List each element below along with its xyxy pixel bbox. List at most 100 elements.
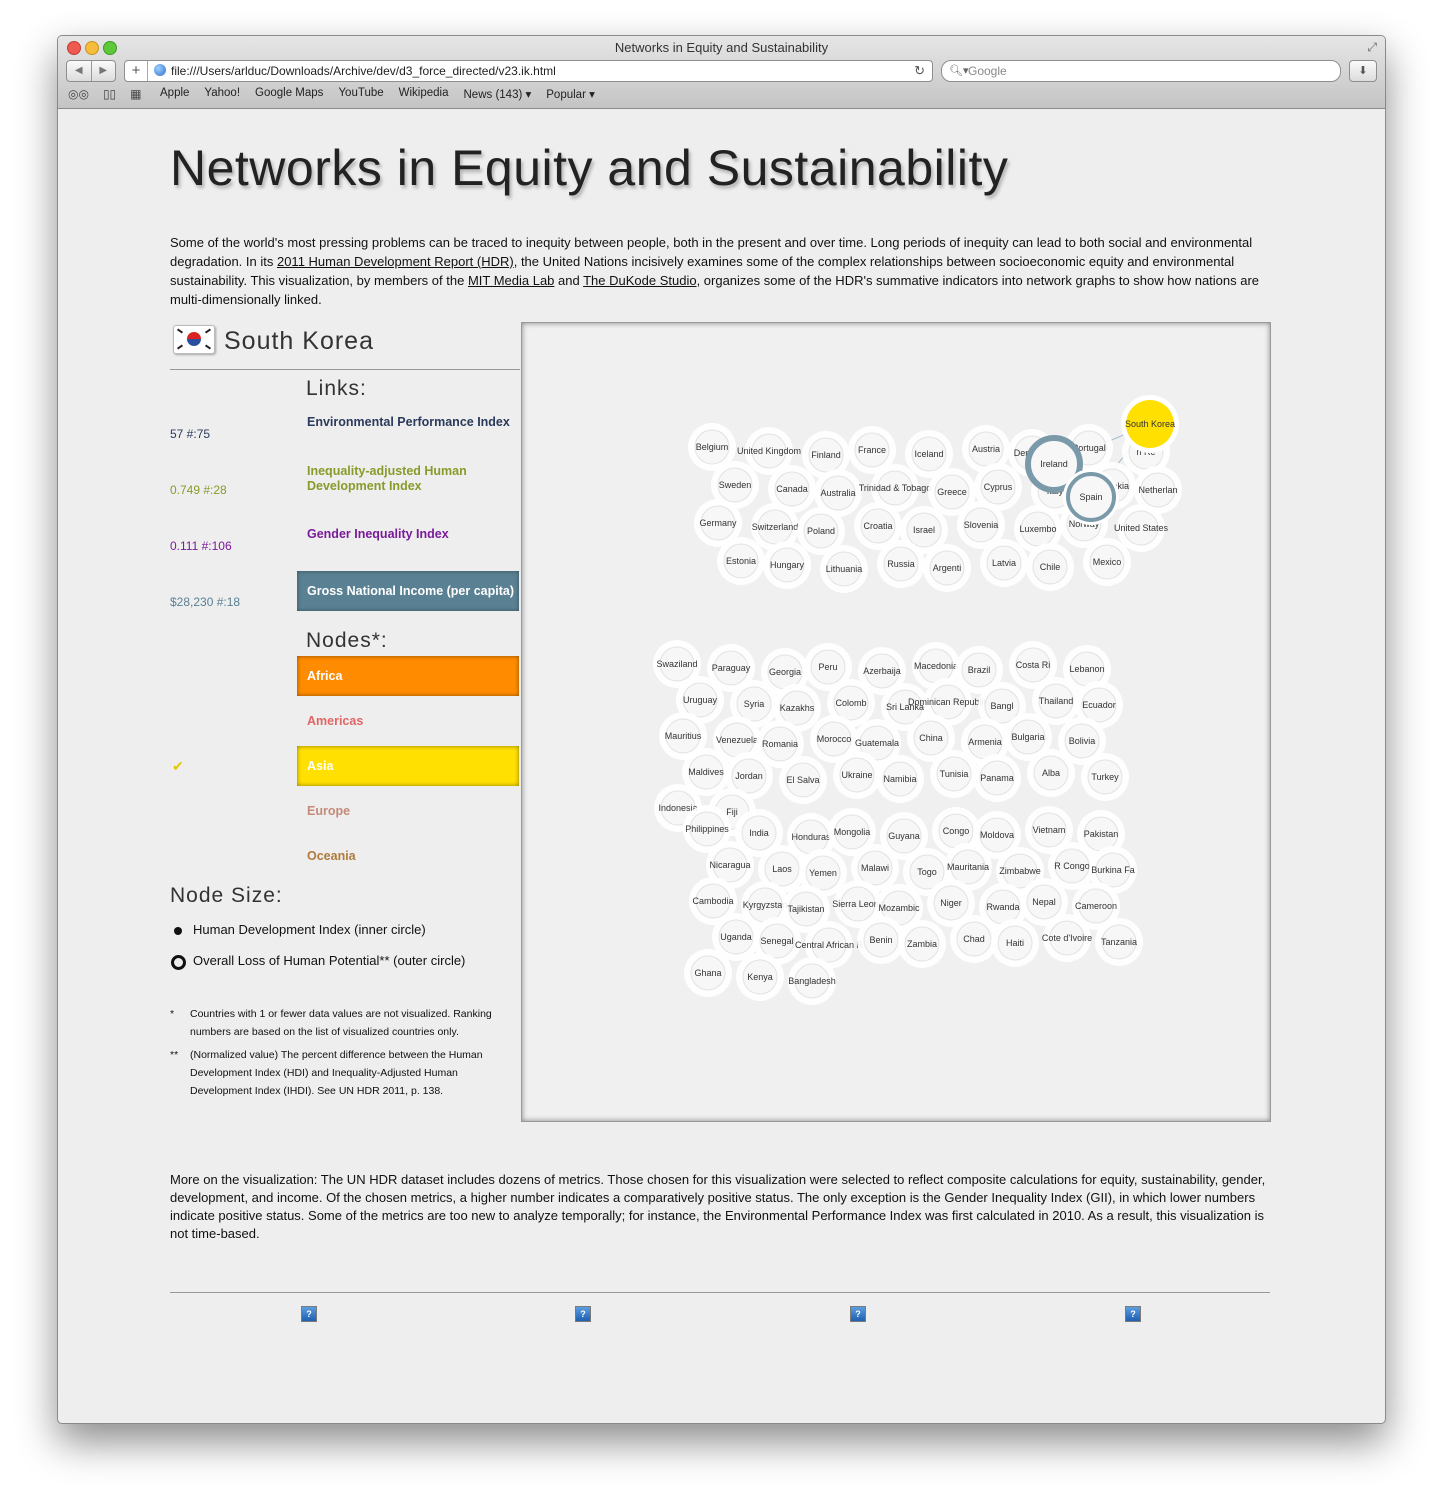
graph-node[interactable]	[834, 814, 870, 850]
graph-node[interactable]	[769, 547, 805, 583]
graph-node[interactable]	[690, 955, 726, 991]
graph-node[interactable]	[826, 551, 862, 587]
link-label-epi[interactable]: Environmental Performance Index	[307, 415, 510, 429]
dukode-studio-link[interactable]: The DuKode Studio	[583, 273, 697, 288]
reload-icon[interactable]: ↻	[914, 63, 925, 78]
graph-node[interactable]	[1032, 549, 1068, 585]
graph-node[interactable]	[1054, 848, 1090, 884]
bookmark-item[interactable]: Google Maps	[255, 87, 324, 99]
graph-node[interactable]	[883, 546, 919, 582]
graph-node[interactable]	[785, 762, 821, 798]
link-button-gni[interactable]: Gross National Income (per capita)	[297, 571, 519, 611]
graph-node[interactable]	[860, 508, 896, 544]
address-bar[interactable]: + file:///Users/arlduc/Downloads/Archive…	[124, 60, 933, 82]
graph-node[interactable]	[979, 760, 1015, 796]
graph-node[interactable]	[808, 437, 844, 473]
graph-node[interactable]	[1078, 888, 1114, 924]
graph-node[interactable]	[859, 725, 895, 761]
zoom-window-icon[interactable]	[103, 41, 117, 55]
hdr-report-link[interactable]: 2011 Human Development Report (HDR)	[276, 254, 514, 269]
forward-icon[interactable]: ▶	[90, 61, 116, 81]
close-window-icon[interactable]	[67, 41, 81, 55]
graph-node[interactable]	[1015, 647, 1051, 683]
graph-node[interactable]	[660, 790, 696, 826]
network-graph-svg[interactable]: Belgium United Kingdom Finland France Icelan…	[522, 323, 1270, 1121]
graph-node[interactable]	[757, 509, 793, 545]
graph-node[interactable]	[689, 811, 725, 847]
fullscreen-icon[interactable]: ⤢	[1367, 40, 1377, 54]
graph-node[interactable]	[934, 474, 970, 510]
graph-node[interactable]	[904, 926, 940, 962]
link-label-gii[interactable]: Gender Inequality Index	[307, 527, 449, 541]
graph-node[interactable]	[877, 470, 913, 506]
graph-node[interactable]	[840, 886, 876, 922]
graph-node[interactable]	[820, 475, 856, 511]
graph-node[interactable]	[717, 467, 753, 503]
graph-node[interactable]	[751, 433, 787, 469]
url-text[interactable]: file:///Users/arlduc/Downloads/Archive/d…	[171, 64, 556, 78]
graph-node[interactable]	[863, 922, 899, 958]
graph-node[interactable]	[742, 959, 778, 995]
graph-node[interactable]	[929, 550, 965, 586]
graph-node[interactable]	[839, 757, 875, 793]
graph-node[interactable]	[764, 851, 800, 887]
graph-node[interactable]	[854, 432, 890, 468]
graph-node[interactable]	[700, 505, 736, 541]
top-sites-grid-icon[interactable]: ▦	[130, 87, 142, 101]
graph-node[interactable]	[1049, 920, 1085, 956]
graph-node[interactable]	[1002, 853, 1038, 889]
link-label-ihdi[interactable]: Inequality-adjusted Human Development In…	[307, 464, 467, 493]
graph-node[interactable]	[688, 754, 724, 790]
graph-node[interactable]	[1010, 719, 1046, 755]
bookmark-item[interactable]: YouTube	[338, 87, 384, 99]
graph-node[interactable]	[731, 758, 767, 794]
graph-node[interactable]	[936, 756, 972, 792]
downloads-icon[interactable]: ⬇	[1349, 60, 1377, 82]
graph-node[interactable]	[1101, 924, 1137, 960]
graph-node[interactable]	[741, 815, 777, 851]
graph-node[interactable]	[997, 925, 1033, 961]
graph-node[interactable]	[886, 818, 922, 854]
node-filter-africa[interactable]: Africa	[297, 656, 519, 696]
node-filter-asia[interactable]: Asia	[297, 746, 519, 786]
graph-node[interactable]	[1026, 884, 1062, 920]
graph-node[interactable]	[833, 685, 869, 721]
graph-node[interactable]	[682, 682, 718, 718]
graph-node-linked[interactable]	[1025, 435, 1083, 493]
bookmark-item[interactable]: Wikipedia	[398, 87, 449, 99]
graph-node[interactable]	[956, 921, 992, 957]
graph-node[interactable]	[1020, 511, 1056, 547]
graph-node[interactable]	[665, 718, 701, 754]
graph-node[interactable]	[659, 646, 695, 682]
graph-node[interactable]	[933, 885, 969, 921]
bookmark-item[interactable]: Apple	[160, 87, 190, 99]
graph-node[interactable]	[961, 652, 997, 688]
network-graph[interactable]: Belgium United Kingdom Finland France Icelan…	[521, 322, 1271, 1122]
graph-node[interactable]	[1095, 852, 1131, 888]
add-bookmark-icon[interactable]: +	[125, 61, 148, 81]
graph-node[interactable]	[882, 761, 918, 797]
graph-node[interactable]	[723, 543, 759, 579]
graph-node[interactable]	[984, 688, 1020, 724]
graph-node[interactable]	[887, 689, 923, 725]
graph-node[interactable]	[857, 850, 893, 886]
graph-node[interactable]	[1081, 687, 1117, 723]
graph-node[interactable]	[816, 721, 852, 757]
graph-node[interactable]	[906, 512, 942, 548]
graph-node[interactable]	[774, 471, 810, 507]
graph-node[interactable]	[718, 919, 754, 955]
graph-node[interactable]	[980, 469, 1016, 505]
graph-node[interactable]	[779, 690, 815, 726]
graph-node[interactable]	[712, 847, 748, 883]
graph-node[interactable]	[1031, 812, 1067, 848]
graph-node[interactable]	[1064, 723, 1100, 759]
search-field[interactable]: 🔍︎▾ Google	[941, 60, 1341, 82]
graph-node[interactable]	[1123, 510, 1159, 546]
node-filter-oceania[interactable]: Oceania	[307, 849, 356, 863]
graph-node[interactable]	[913, 720, 949, 756]
graph-node[interactable]	[803, 513, 839, 549]
graph-node-linked[interactable]	[1066, 472, 1116, 522]
graph-node[interactable]	[788, 891, 824, 927]
graph-node[interactable]	[695, 883, 731, 919]
graph-node[interactable]	[762, 726, 798, 762]
